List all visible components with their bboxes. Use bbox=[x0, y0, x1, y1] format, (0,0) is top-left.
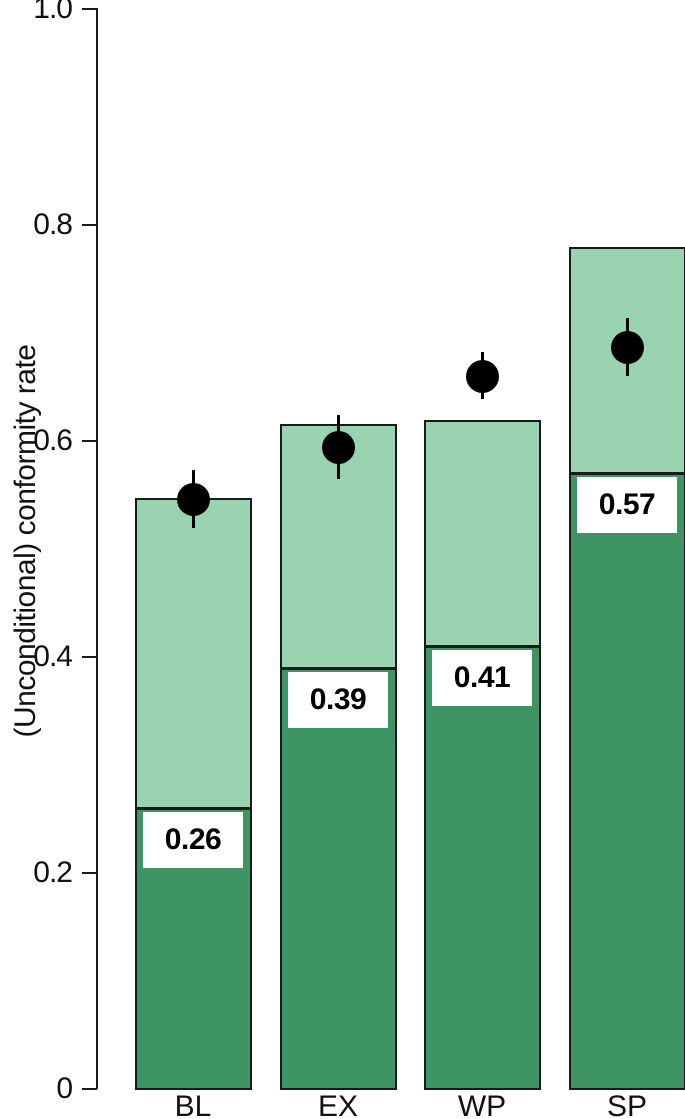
bar-value-label: 0.41 bbox=[453, 661, 511, 695]
bar-segment-light bbox=[134, 498, 252, 809]
bar-segment-light bbox=[423, 420, 541, 647]
y-tick-mark bbox=[82, 224, 97, 226]
bar-value-label: 0.57 bbox=[598, 488, 656, 522]
point-estimate-dot bbox=[465, 359, 499, 393]
y-tick-mark bbox=[82, 8, 97, 10]
bar-segment-dark bbox=[568, 473, 685, 1090]
x-category-label: BL bbox=[174, 1090, 212, 1119]
y-tick-label: 0.4 bbox=[33, 640, 73, 673]
y-tick-label: 0.8 bbox=[33, 208, 73, 241]
x-category-label: SP bbox=[606, 1090, 648, 1119]
point-estimate-dot bbox=[176, 482, 210, 516]
bar-value-label: 0.39 bbox=[309, 682, 367, 716]
y-tick-label: 1.0 bbox=[33, 0, 73, 25]
x-category-label: EX bbox=[317, 1090, 359, 1119]
y-axis-title: (Unconditional) conformity rate bbox=[9, 344, 42, 738]
bar-value-label-box: 0.39 bbox=[288, 671, 388, 728]
y-tick-label: 0.6 bbox=[33, 424, 73, 457]
bar-value-label-box: 0.41 bbox=[432, 650, 532, 707]
bar-value-label: 0.26 bbox=[164, 823, 222, 857]
y-tick-mark bbox=[82, 1088, 97, 1090]
bar-segment-dark bbox=[423, 646, 541, 1090]
y-tick-label: 0 bbox=[56, 1072, 73, 1105]
y-tick-mark bbox=[82, 656, 97, 658]
bar-value-label-box: 0.57 bbox=[577, 477, 677, 534]
y-tick-label: 0.2 bbox=[33, 856, 73, 889]
point-estimate-dot bbox=[321, 430, 355, 464]
bar-segment-dark bbox=[279, 667, 397, 1090]
bar-value-label-box: 0.26 bbox=[143, 812, 243, 869]
x-category-label: WP bbox=[457, 1090, 507, 1119]
y-tick-mark bbox=[82, 872, 97, 874]
y-axis-line bbox=[96, 8, 98, 1089]
point-estimate-dot bbox=[610, 330, 644, 364]
y-tick-mark bbox=[82, 440, 97, 442]
